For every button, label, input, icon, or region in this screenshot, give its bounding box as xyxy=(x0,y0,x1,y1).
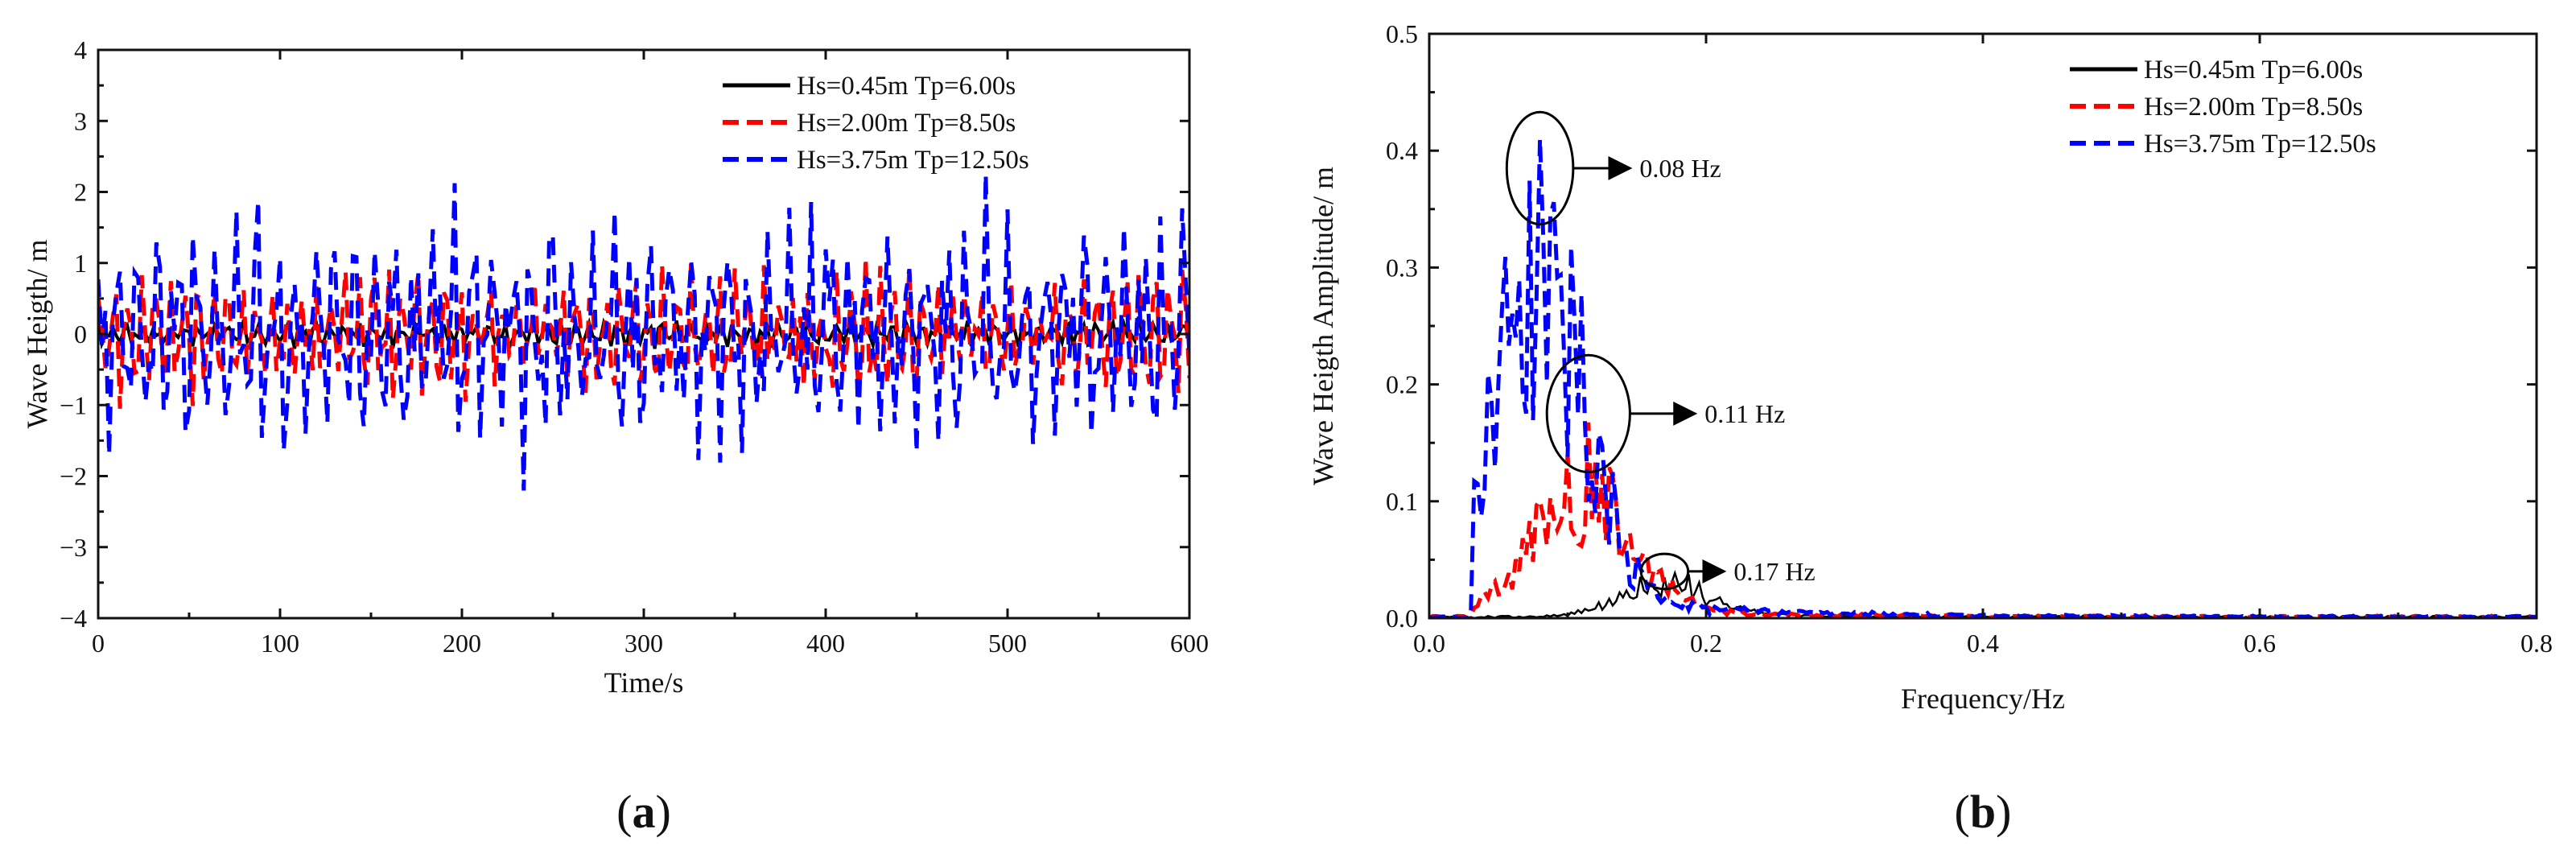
panel-a-y-tick-label: 1 xyxy=(74,249,87,278)
panel-a-y-tick-label: −4 xyxy=(60,604,87,633)
panel-a-y-tick-label: −1 xyxy=(60,390,87,419)
panel-b-annotation-label: 0.11 Hz xyxy=(1704,399,1785,428)
panel-a-label-letter: a xyxy=(633,786,656,838)
panel-a-legend-label: Hs=3.75m Tp=12.50s xyxy=(797,146,1029,175)
panel-b-ticks: 0.0 0.2 0.4 0.6 0.8 0.0 0.1 0.2 0.3 0.4 0.5 xyxy=(1386,19,2553,658)
panel-b-label-open: ( xyxy=(1955,786,1970,838)
panel-a-y-tick-label: −2 xyxy=(60,462,87,491)
panel-a-series-group xyxy=(98,174,1189,491)
panel-b-plot-frame xyxy=(1428,32,2538,620)
panel-b-series-line xyxy=(1429,138,2537,618)
panel-a-label-close: ) xyxy=(656,786,671,838)
panel-a-label: (a) xyxy=(616,786,671,838)
panel-a-label-open: ( xyxy=(616,786,632,838)
panel-a-y-tick-label: 4 xyxy=(74,35,87,64)
panel-b-annotation-label: 0.17 Hz xyxy=(1733,557,1815,586)
panel-b-label-close: ) xyxy=(1996,786,2011,838)
panel-b-x-tick-label: 0.4 xyxy=(1967,629,1999,658)
panel-b-y-tick-label: 0.2 xyxy=(1386,370,1418,399)
panel-a-y-tick-label: −3 xyxy=(60,533,87,562)
panel-b-chart: 0.0 0.2 0.4 0.6 0.8 0.0 0.1 0.2 0.3 0.4 0.5 0.08 H… xyxy=(1307,19,2553,838)
panel-a-legend: Hs=0.45m Tp=6.00s Hs=2.00m Tp=8.50s Hs=3.7… xyxy=(723,72,1029,175)
panel-b-y-tick-label: 0.0 xyxy=(1386,604,1418,633)
panel-b-series-line xyxy=(1429,422,2537,618)
panel-a-x-tick-label: 200 xyxy=(443,629,481,658)
panel-b-series-group xyxy=(1429,138,2537,618)
panel-b-x-tick-label: 0.0 xyxy=(1413,629,1445,658)
panel-a-x-tick-label: 0 xyxy=(92,629,105,658)
panel-a-series-line xyxy=(98,174,1189,491)
panel-b-legend-label: Hs=2.00m Tp=8.50s xyxy=(2144,93,2363,122)
panel-a-ticks: 0 100 200 300 400 500 600 −4 −3 −2 −1 0 1 2 3 4 xyxy=(60,35,1209,658)
panel-b-y-tick-label: 0.5 xyxy=(1386,19,1418,48)
panel-b-x-tick-label: 0.8 xyxy=(2520,629,2553,658)
panel-b-annotations: 0.08 Hz 0.11 Hz 0.17 Hz xyxy=(1505,110,1816,591)
panel-a-x-tick-label: 100 xyxy=(261,629,299,658)
panel-a-x-axis-title: Time/s xyxy=(604,666,684,699)
panel-b-label-letter: b xyxy=(1970,786,1996,838)
panel-a-x-tick-label: 500 xyxy=(988,629,1027,658)
panel-b-x-tick-label: 0.2 xyxy=(1690,629,1722,658)
panel-a-x-tick-label: 400 xyxy=(806,629,845,658)
panel-b-label: (b) xyxy=(1955,786,2012,838)
panel-b-y-axis-title: Wave Heigth Amplitude/ m xyxy=(1307,167,1339,485)
panel-b-x-tick-label: 0.6 xyxy=(2244,629,2276,658)
panel-a-x-tick-label: 600 xyxy=(1170,629,1209,658)
panel-b-annotation-ellipse xyxy=(1505,110,1575,226)
panel-b-legend: Hs=0.45m Tp=6.00s Hs=2.00m Tp=8.50s Hs=3.7… xyxy=(2070,56,2376,159)
panel-a-chart: 0 100 200 300 400 500 600 −4 −3 −2 −1 0 1 2 3 4 Hs=0.45… xyxy=(21,35,1209,838)
panel-b-annotation-label: 0.08 Hz xyxy=(1639,154,1721,183)
panel-b-y-tick-label: 0.4 xyxy=(1386,136,1418,165)
panel-a-legend-label: Hs=0.45m Tp=6.00s xyxy=(797,72,1016,101)
panel-b-x-axis-title: Frequency/Hz xyxy=(1901,683,2065,715)
panel-a-y-tick-label: 0 xyxy=(74,320,87,349)
panel-a-y-axis-title: Wave Heigth/ m xyxy=(21,239,53,428)
panel-a-series-line xyxy=(98,257,1189,409)
panel-b-y-tick-label: 0.1 xyxy=(1386,487,1418,516)
panel-b-y-tick-label: 0.3 xyxy=(1386,253,1418,282)
panel-a-y-tick-label: 2 xyxy=(74,178,87,207)
panel-a-legend-label: Hs=2.00m Tp=8.50s xyxy=(797,109,1016,138)
panel-b-legend-label: Hs=0.45m Tp=6.00s xyxy=(2144,56,2363,85)
panel-a-y-tick-label: 3 xyxy=(74,106,87,135)
panel-b-legend-label: Hs=3.75m Tp=12.50s xyxy=(2144,130,2376,159)
panel-a-x-tick-label: 300 xyxy=(624,629,663,658)
